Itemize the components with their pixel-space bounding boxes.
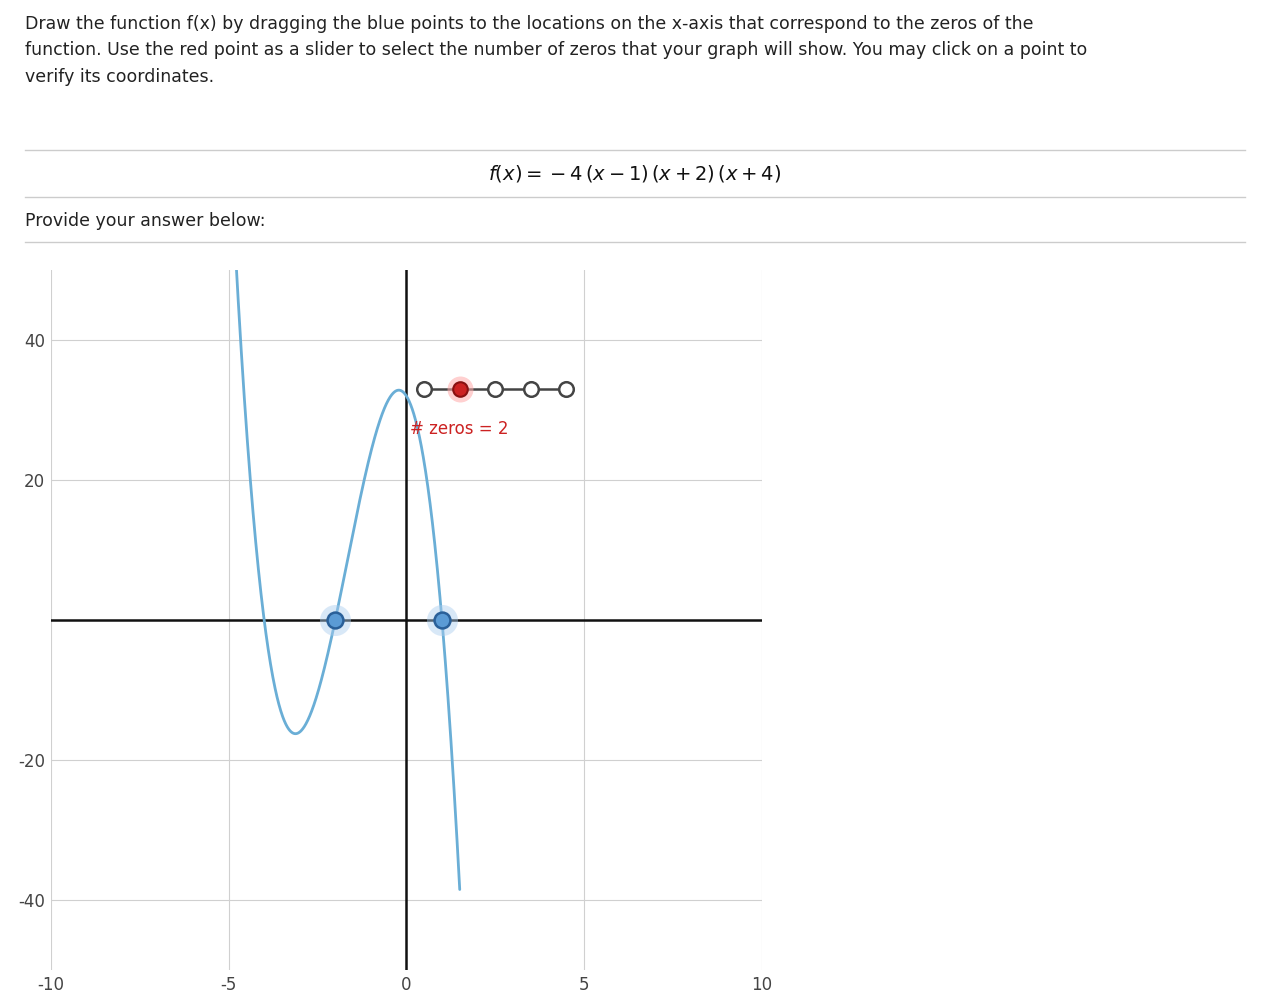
Text: Provide your answer below:: Provide your answer below:	[25, 212, 265, 230]
Point	[325, 612, 345, 628]
Point	[432, 612, 452, 628]
Point	[521, 381, 541, 397]
Point	[485, 381, 505, 397]
Text: Draw the function f(x) by dragging the blue points to the locations on the x-axi: Draw the function f(x) by dragging the b…	[25, 15, 1087, 86]
Point	[432, 612, 452, 628]
Point	[325, 612, 345, 628]
Text: # zeros = 2: # zeros = 2	[410, 420, 509, 438]
Point	[450, 381, 470, 397]
Point	[556, 381, 577, 397]
Point	[450, 381, 470, 397]
Point	[414, 381, 434, 397]
Text: $f(x) = -4\,(x - 1)\,(x + 2)\,(x + 4)$: $f(x) = -4\,(x - 1)\,(x + 2)\,(x + 4)$	[489, 163, 781, 184]
